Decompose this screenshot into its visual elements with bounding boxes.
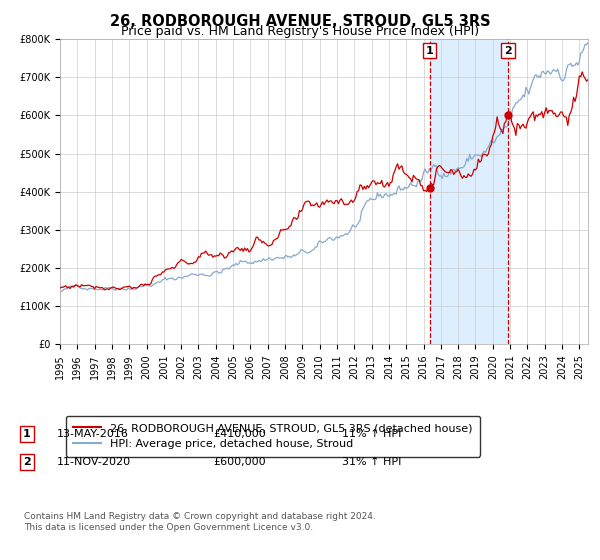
Text: 31% ↑ HPI: 31% ↑ HPI: [342, 457, 401, 467]
Text: £410,000: £410,000: [213, 429, 266, 439]
Text: 11% ↑ HPI: 11% ↑ HPI: [342, 429, 401, 439]
Text: 26, RODBOROUGH AVENUE, STROUD, GL5 3RS: 26, RODBOROUGH AVENUE, STROUD, GL5 3RS: [110, 14, 490, 29]
Text: Contains HM Land Registry data © Crown copyright and database right 2024.
This d: Contains HM Land Registry data © Crown c…: [24, 512, 376, 532]
Text: 13-MAY-2016: 13-MAY-2016: [57, 429, 129, 439]
Text: Price paid vs. HM Land Registry's House Price Index (HPI): Price paid vs. HM Land Registry's House …: [121, 25, 479, 38]
Bar: [430, 39, 508, 344]
Text: 11-NOV-2020: 11-NOV-2020: [57, 457, 131, 467]
Legend: 26, RODBOROUGH AVENUE, STROUD, GL5 3RS (detached house), HPI: Average price, det: 26, RODBOROUGH AVENUE, STROUD, GL5 3RS (…: [65, 416, 480, 457]
Text: £600,000: £600,000: [213, 457, 266, 467]
Text: 2: 2: [23, 457, 31, 467]
Text: 1: 1: [426, 46, 434, 55]
Text: 1: 1: [23, 429, 31, 439]
Text: 2: 2: [504, 46, 512, 55]
